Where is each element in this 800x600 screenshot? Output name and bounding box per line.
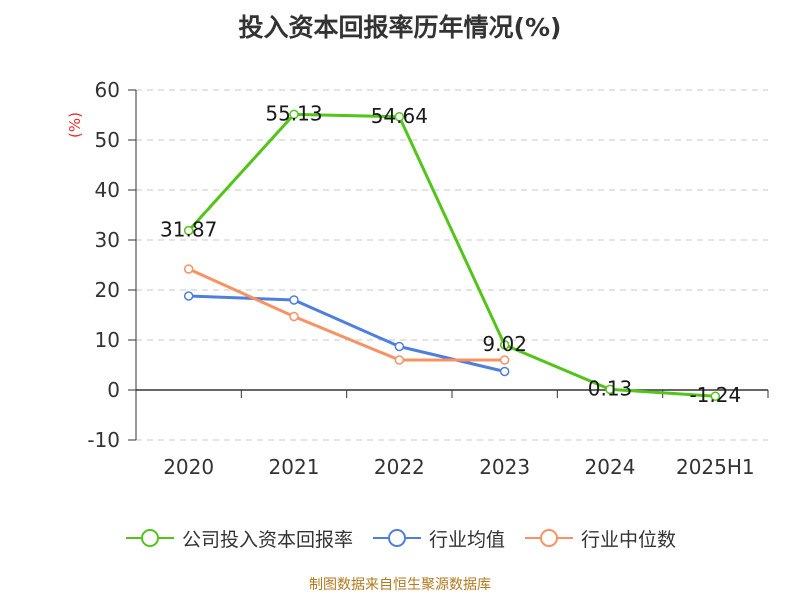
data-point-company-roic: [605, 384, 615, 395]
data-label: 0.13: [588, 376, 633, 400]
x-tick-label: 2025H1: [676, 455, 755, 479]
data-point-industry-avg: [394, 341, 405, 352]
y-tick-label: 50: [95, 128, 120, 152]
data-point-industry-median: [183, 264, 194, 274]
data-label: 31.87: [160, 218, 217, 242]
legend-swatch-marker: [540, 529, 558, 547]
legend-swatch-marker: [140, 529, 159, 547]
chart-legend: 公司投入资本回报率 行业均值 行业中位数: [0, 520, 800, 556]
y-tick-label: 0: [107, 378, 120, 402]
series-line-company-roic: [187, 112, 716, 398]
y-tick-label: 30: [95, 228, 120, 252]
y-axis-unit-label: (%): [66, 112, 84, 138]
x-tick-label: 2021: [269, 455, 320, 479]
x-tick-label: 2022: [374, 455, 425, 479]
x-tick-label: 2024: [585, 455, 636, 479]
chart-title: 投入资本回报率历年情况(%): [238, 13, 562, 42]
data-point-industry-avg: [289, 295, 299, 305]
data-point-industry-median: [394, 355, 405, 365]
y-tick-label: 20: [95, 278, 120, 302]
data-point-company-roic: [499, 340, 510, 350]
legend-swatch-marker: [387, 529, 406, 547]
x-tick-label: 2023: [479, 455, 530, 479]
data-point-company-roic: [289, 109, 299, 120]
data-point-industry-median: [289, 311, 299, 322]
data-point-company-roic: [394, 112, 405, 122]
legend-item-industry-avg[interactable]: 行业均值: [371, 525, 505, 552]
legend-swatch-industry-median: [525, 529, 573, 547]
legend-label-company-roic: 公司投入资本回报率: [181, 528, 353, 551]
data-label: 9.02: [482, 332, 527, 356]
y-tick-label: 10: [95, 328, 120, 352]
data-label: -1.24: [689, 383, 741, 407]
data-source-note: 制图数据来自恒生聚源数据库: [309, 577, 491, 593]
x-tick-label: 2020: [163, 455, 214, 479]
data-point-company-roic: [710, 391, 721, 401]
data-label: 55.13: [265, 101, 322, 125]
legend-item-industry-median[interactable]: 行业中位数: [523, 525, 676, 552]
data-point-industry-median: [499, 355, 510, 365]
legend-swatch-company-roic: [125, 529, 174, 547]
data-point-company-roic: [183, 225, 194, 236]
legend-label-industry-avg: 行业均值: [428, 528, 505, 551]
y-tick-label: 60: [95, 78, 120, 102]
legend-label-industry-median: 行业中位数: [581, 528, 677, 551]
legend-item-company-roic[interactable]: 公司投入资本回报率: [124, 525, 353, 552]
y-tick-label: -10: [87, 428, 120, 452]
series-line-industry-median: [188, 267, 505, 362]
legend-swatch-industry-avg: [372, 529, 421, 547]
data-point-industry-avg: [183, 291, 194, 301]
y-tick-label: 40: [95, 178, 120, 202]
data-point-industry-avg: [499, 366, 510, 377]
data-label: 54.64: [371, 104, 428, 128]
